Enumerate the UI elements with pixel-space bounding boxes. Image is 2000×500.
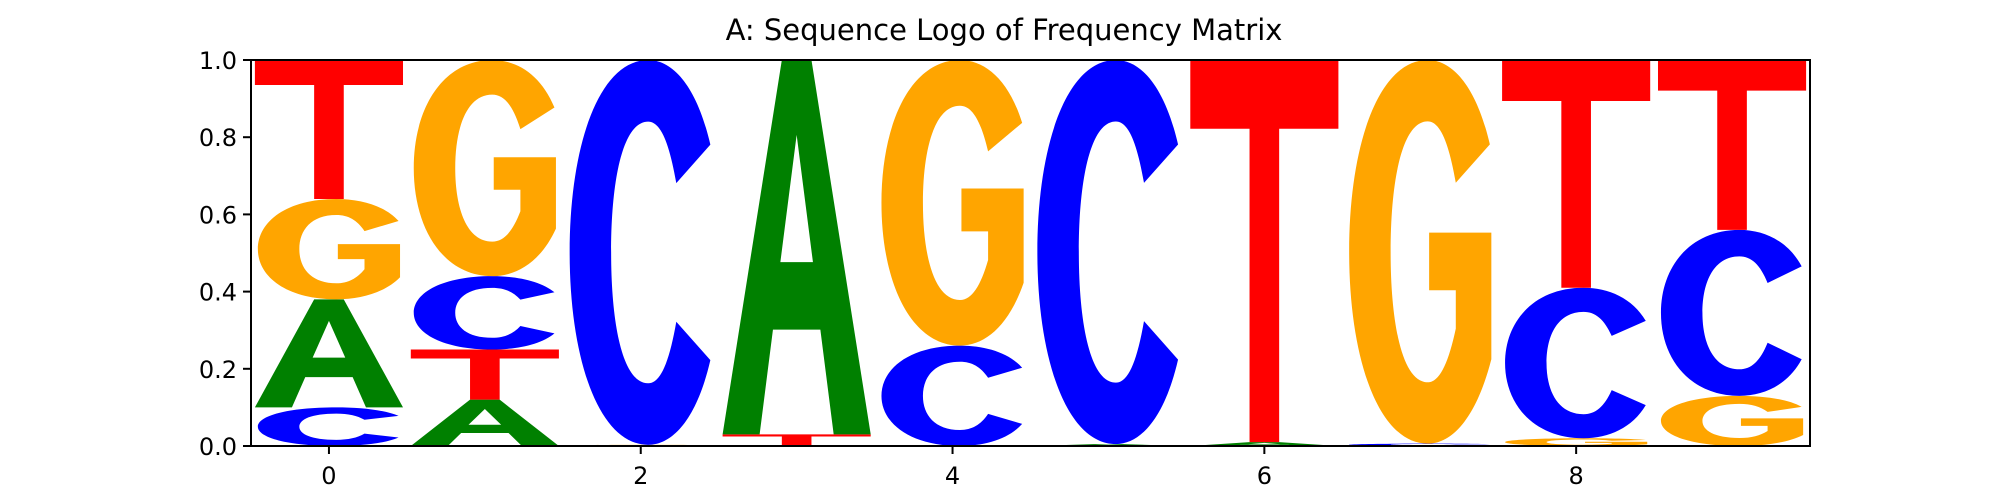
logo-letter-a-pos-0: [254, 299, 404, 408]
logo-letter-a-pos-1: [410, 399, 559, 446]
logo-letter-t-pos-0: [254, 60, 404, 199]
logo-letter-t-pos-8: [1502, 60, 1651, 288]
logo-letter-c-pos-0: [257, 407, 399, 446]
x-tick-label: 0: [321, 462, 336, 490]
x-tick-label: 2: [633, 462, 648, 490]
letters-layer: [254, 60, 1807, 446]
y-tick-label: 0.8: [199, 124, 237, 152]
logo-letter-c-pos-1: [413, 276, 555, 350]
logo-letter-t-pos-6: [1190, 60, 1339, 443]
x-tick-label: 6: [1257, 462, 1272, 490]
axes-layer: 0.0 0.2 0.4 0.6 0.8 1.0 0 2 4 6 8: [199, 47, 1811, 490]
chart-title: A: Sequence Logo of Frequency Matrix: [726, 13, 1283, 47]
y-tick-label: 0.0: [199, 433, 237, 461]
logo-letter-g-pos-8: [1505, 438, 1648, 446]
y-tick-label: 1.0: [199, 47, 237, 75]
logo-letter-g-pos-7: [1349, 60, 1492, 444]
logo-letter-g-pos-9: [1660, 395, 1804, 446]
y-tick-label: 0.2: [199, 356, 237, 384]
logo-letter-t-pos-1: [410, 349, 559, 400]
x-tick-label: 4: [945, 462, 960, 490]
logo-letter-a-pos-3: [722, 60, 871, 435]
logo-letter-c-pos-4: [881, 345, 1023, 446]
logo-letter-g-pos-0: [257, 198, 401, 300]
logo-letter-c-pos-5: [1037, 60, 1179, 445]
logo-letter-c-pos-2: [569, 60, 711, 445]
logo-letter-t-pos-9: [1657, 60, 1807, 230]
y-tick-label: 0.6: [199, 201, 237, 229]
logo-letter-t-pos-3: [722, 434, 871, 446]
logo-letter-g-pos-4: [881, 60, 1024, 346]
y-tick-label: 0.4: [199, 279, 237, 307]
plot-frame: [250, 59, 1811, 447]
logo-letter-c-pos-8: [1505, 287, 1646, 439]
x-tick-label: 8: [1569, 462, 1584, 490]
logo-letter-c-pos-9: [1660, 229, 1802, 396]
logo-letter-g-pos-1: [413, 60, 556, 277]
